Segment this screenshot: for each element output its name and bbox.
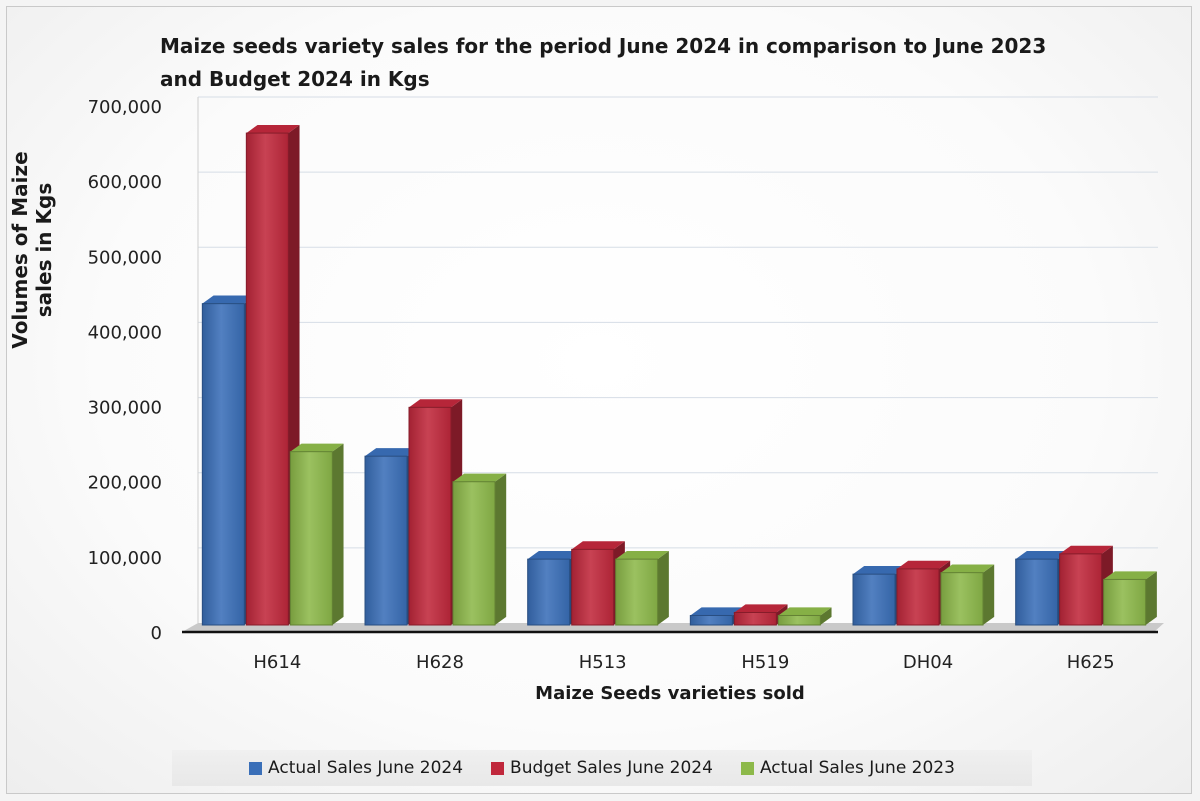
legend-label: Budget Sales June 2024 xyxy=(510,758,713,778)
bar-h625-0 xyxy=(1015,558,1059,626)
legend-item-budget-2024: Budget Sales June 2024 xyxy=(491,758,713,778)
y-tick-label: 200,000 xyxy=(88,473,162,494)
legend-swatch xyxy=(491,761,505,775)
bar-top xyxy=(1103,571,1157,580)
bar-h519-2 xyxy=(777,614,821,626)
y-tick-label: 0 xyxy=(151,623,162,644)
bar-h628-2 xyxy=(452,481,496,626)
bar-h614-2 xyxy=(289,451,333,626)
legend-label: Actual Sales June 2023 xyxy=(759,758,955,778)
bar-top xyxy=(202,295,256,304)
bar-side xyxy=(983,564,995,625)
y-tick-label: 600,000 xyxy=(88,172,162,193)
bar-top xyxy=(365,448,419,457)
x-tick-label: H519 xyxy=(741,652,789,673)
bar-top xyxy=(571,541,625,550)
bar-dh04-2 xyxy=(940,572,984,626)
y-tick-label: 400,000 xyxy=(88,322,162,343)
x-tick-label: H625 xyxy=(1067,652,1115,673)
bar-top xyxy=(778,607,832,616)
chart-title: Maize seeds variety sales for the period… xyxy=(160,34,1047,91)
bar-top xyxy=(734,604,788,613)
bar-h614-1 xyxy=(245,132,289,626)
legend-label: Actual Sales June 2024 xyxy=(268,758,464,778)
bar-top xyxy=(453,473,507,482)
y-tick-label: 300,000 xyxy=(88,398,162,419)
x-tick-label: H628 xyxy=(416,652,464,673)
bar-side xyxy=(657,551,669,625)
bar-h625-1 xyxy=(1059,553,1103,626)
legend-swatch xyxy=(740,761,754,775)
bar-top xyxy=(1015,551,1069,560)
bar-h614-0 xyxy=(201,303,245,626)
x-tick-label: DH04 xyxy=(903,652,953,673)
bar-top xyxy=(615,551,669,560)
bar-top xyxy=(897,560,951,569)
bar-top xyxy=(290,443,344,452)
bar-top xyxy=(1059,545,1113,554)
y-tick-label: 700,000 xyxy=(88,97,162,118)
bar-h519-1 xyxy=(733,611,777,626)
y-axis-label: Volumes of Maize sales in Kgs xyxy=(8,151,56,349)
bar-h513-1 xyxy=(571,548,615,626)
bar-h625-2 xyxy=(1103,578,1147,626)
bar-h628-1 xyxy=(408,406,452,626)
bar-h513-0 xyxy=(527,558,571,626)
y-tick-label: 500,000 xyxy=(88,247,162,268)
bar-dh04-0 xyxy=(852,573,896,626)
bar-side xyxy=(495,473,507,625)
bar-h513-2 xyxy=(615,558,659,626)
bar-dh04-1 xyxy=(896,568,940,626)
bar-side xyxy=(820,607,832,625)
bar-top xyxy=(409,399,463,408)
bar-top xyxy=(690,607,744,616)
legend-item-actual-2024: Actual Sales June 2024 xyxy=(249,758,463,778)
bar-top xyxy=(246,124,300,134)
bar-top xyxy=(941,564,995,573)
y-tick-label: 100,000 xyxy=(88,548,162,569)
bar-h519-0 xyxy=(689,614,733,626)
bar-side xyxy=(1145,571,1157,625)
bar-side xyxy=(332,443,344,625)
x-tick-label: H513 xyxy=(579,652,627,673)
x-tick-label: H614 xyxy=(253,652,301,673)
legend-swatch xyxy=(249,761,263,775)
bar-h628-0 xyxy=(364,455,408,626)
legend: Actual Sales June 2024 Budget Sales June… xyxy=(172,750,1032,786)
bar-top xyxy=(527,551,581,560)
legend-item-actual-2023: Actual Sales June 2023 xyxy=(740,758,955,778)
bar-top xyxy=(853,566,907,575)
x-axis-label: Maize Seeds varieties sold xyxy=(535,683,805,704)
